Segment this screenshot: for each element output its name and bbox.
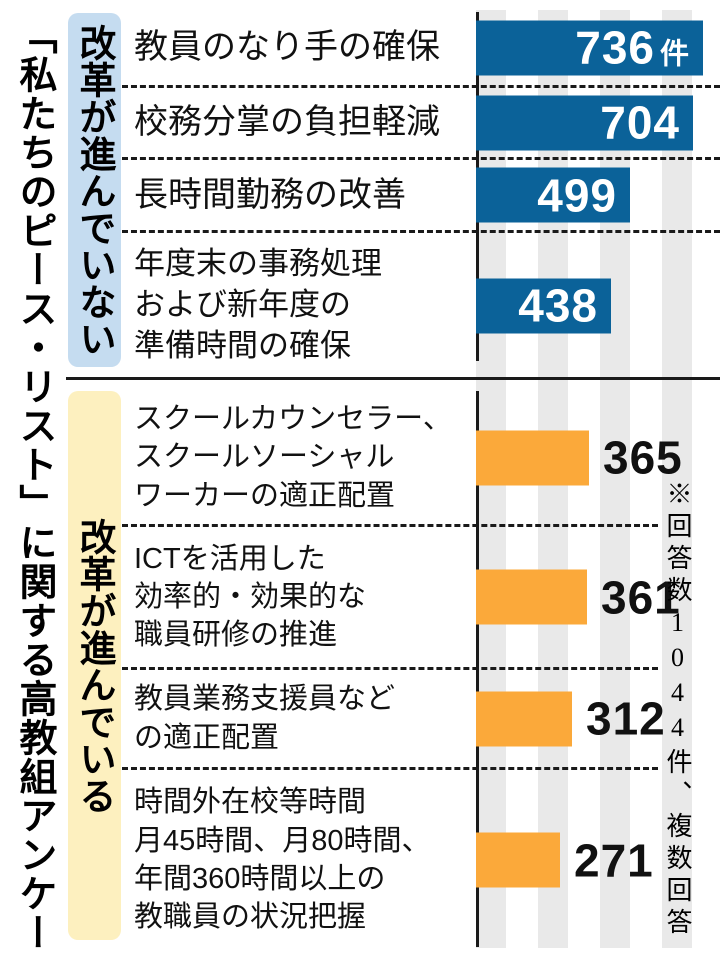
bar-value-label: 312 bbox=[586, 692, 666, 745]
bar-value-number: 704 bbox=[600, 96, 680, 149]
value-bar: 736 件 bbox=[476, 20, 703, 75]
section-label-progressing: 改革が進んでいる bbox=[74, 517, 115, 814]
bar-value-number: 736 bbox=[575, 21, 655, 74]
category-label: 長時間勤務の改善 bbox=[122, 173, 474, 218]
chart-row: 年度末の事務処理 および新年度の 準備時間の確保 438 bbox=[122, 233, 720, 378]
bar-box: 365 bbox=[476, 430, 683, 485]
chart-row: 時間外在校等時間月45時間、月80時間、 年間360時間以上の 教職員の状況把握 27… bbox=[122, 770, 658, 950]
category-label-line: 校務分掌の負担軽減 bbox=[134, 103, 440, 142]
category-label-line: 教員業務支援員など bbox=[134, 683, 396, 716]
bar-box: 704 bbox=[476, 95, 693, 150]
value-bar bbox=[476, 691, 572, 746]
chart-row: スクールカウンセラー、 スクールソーシャル ワーカーの適正配置 365 bbox=[122, 391, 682, 527]
section-label-not-progressing: 改革が進んでいない bbox=[74, 23, 115, 357]
chart-row: 校務分掌の負担軽減 704 bbox=[122, 88, 720, 160]
category-label: 教員業務支援員など の適正配置 bbox=[122, 680, 474, 757]
value-bar bbox=[476, 569, 587, 625]
category-label-line: 時間外在校等時間 bbox=[134, 786, 367, 819]
value-bar bbox=[476, 430, 589, 485]
bar-value-label: 361 bbox=[601, 571, 681, 623]
value-bar: 704 bbox=[476, 95, 693, 150]
bar-value-label: 271 bbox=[574, 834, 654, 886]
bar-value-label: 365 bbox=[603, 431, 683, 484]
rows-progressing: スクールカウンセラー、 スクールソーシャル ワーカーの適正配置 365 ICTを活用した… bbox=[122, 391, 682, 950]
bar-value-number: 438 bbox=[518, 279, 598, 332]
category-label: ICTを活用した効率的・効果的な 職員研修の推進 bbox=[122, 540, 474, 655]
category-label: 時間外在校等時間月45時間、月80時間、 年間360時間以上の 教職員の状況把握 bbox=[122, 783, 474, 936]
category-label-line: ICTを活用した bbox=[134, 542, 326, 575]
chart-row: 長時間勤務の改善 499 bbox=[122, 160, 720, 233]
category-label-line: 教員のなり手の確保 bbox=[134, 28, 440, 67]
category-label-line: 長時間勤務の改善 bbox=[134, 175, 406, 214]
bar-value-label: 438 bbox=[518, 279, 598, 333]
category-label-line: 月45時間、月80時間、 bbox=[134, 824, 431, 857]
section-band-not-progressing: 改革が進んでいない bbox=[68, 13, 121, 367]
category-label-line: 年間360時間以上の bbox=[134, 863, 386, 895]
bar-box: 499 bbox=[476, 167, 630, 223]
category-label: 教員のなり手の確保 bbox=[122, 25, 474, 70]
category-label-line: 効率的・効果的な bbox=[134, 580, 367, 613]
category-label-line: の適正配置 bbox=[134, 721, 280, 754]
bar-value-label: 704 bbox=[600, 96, 680, 150]
section-divider-line bbox=[66, 377, 720, 380]
category-label: 校務分掌の負担軽減 bbox=[122, 100, 474, 145]
category-label: 年度末の事務処理 および新年度の 準備時間の確保 bbox=[122, 244, 474, 367]
category-label-line: 職員研修の推進 bbox=[134, 619, 338, 652]
figure-title: 「私たちのピース・リスト」に関する高教組アンケート bbox=[13, 16, 55, 952]
category-label-line: および新年度の bbox=[134, 287, 351, 323]
rows-not-progressing: 教員のなり手の確保 736 件校務分掌の負担軽減 704 長時間勤務の改善 499 年度末の… bbox=[122, 10, 720, 378]
category-label-line: スクールソーシャル bbox=[134, 441, 395, 474]
chart-row: 教員のなり手の確保 736 件 bbox=[122, 10, 720, 88]
section-band-progressing: 改革が進んでいる bbox=[68, 391, 121, 940]
bar-value-number: 499 bbox=[537, 169, 617, 221]
value-bar: 499 bbox=[476, 167, 630, 223]
bar-box: 312 bbox=[476, 691, 666, 746]
bar-box: 736 件 bbox=[476, 20, 703, 75]
chart-row: ICTを活用した効率的・効果的な 職員研修の推進 361 bbox=[122, 527, 680, 670]
category-label-line: 準備時間の確保 bbox=[134, 327, 351, 363]
category-label-line: 年度末の事務処理 bbox=[134, 246, 382, 282]
bar-box: 438 bbox=[476, 278, 611, 333]
bar-box: 271 bbox=[476, 832, 654, 888]
bar-value-unit: 件 bbox=[659, 38, 690, 71]
category-label-line: ワーカーの適正配置 bbox=[134, 479, 396, 512]
value-bar: 438 bbox=[476, 278, 611, 333]
category-label: スクールカウンセラー、 スクールソーシャル ワーカーの適正配置 bbox=[122, 400, 474, 515]
chart-row: 教員業務支援員など の適正配置 312 bbox=[122, 670, 665, 770]
value-bar bbox=[476, 832, 560, 888]
category-label-line: 教職員の状況把握 bbox=[134, 901, 367, 934]
category-label-line: スクールカウンセラー、 bbox=[134, 403, 452, 436]
bar-box: 361 bbox=[476, 569, 681, 625]
response-count-note: ※回答数1044件、複数回答 bbox=[663, 480, 692, 940]
bar-value-label: 499 bbox=[537, 168, 617, 222]
bar-value-label: 736 件 bbox=[575, 21, 690, 75]
